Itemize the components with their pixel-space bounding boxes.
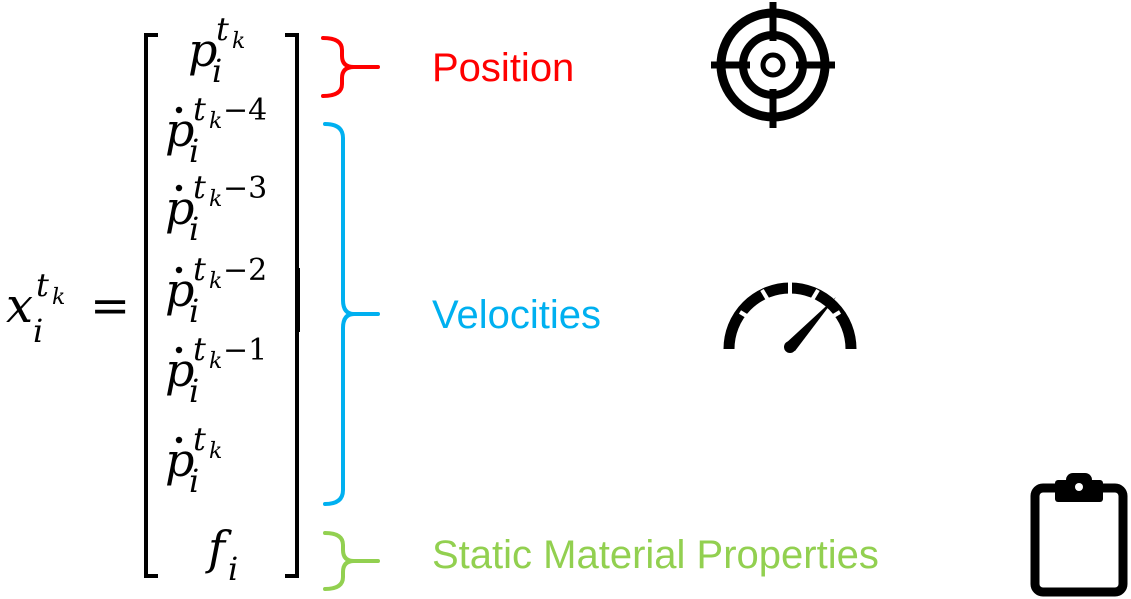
vector-row: pit k −1 — [165, 330, 267, 410]
vector-right-bracket — [285, 33, 299, 578]
vector-row-sup-sub: k — [209, 109, 222, 134]
lhs-base: x — [6, 278, 33, 334]
vector-row-sub: i — [189, 132, 199, 170]
vector-row-sub: i — [228, 550, 238, 588]
position-brace — [321, 36, 380, 98]
lhs-sup-sub: k — [52, 285, 65, 310]
time-derivative-dot — [175, 346, 183, 354]
target-icon — [711, 2, 835, 128]
vector-row-sup-base: t — [193, 168, 206, 206]
vector-row-sub: i — [212, 52, 222, 90]
vector-row-sup-suffix: −3 — [223, 171, 267, 206]
position-label: Position — [432, 46, 574, 90]
vector-row-sup-base: t — [193, 250, 206, 288]
vector-row: pit k −2 — [165, 250, 267, 330]
vector-row-base: p — [188, 23, 217, 77]
vector-row-sup-base: t — [193, 90, 206, 128]
vector-row: pit k −4 — [165, 90, 267, 170]
lhs-equals: = — [90, 278, 130, 334]
lhs-expression: x i t k = — [6, 266, 130, 350]
vector-row: pit k −3 — [165, 168, 267, 248]
vector-row-sub: i — [189, 292, 199, 330]
vector-row-sup-sub: k — [232, 29, 245, 54]
vector-row-sup-suffix: −1 — [223, 333, 267, 368]
vector-row-sub: i — [189, 210, 199, 248]
vector-row-sup-sub: k — [209, 187, 222, 212]
vector-row-sup-suffix: −2 — [223, 253, 267, 288]
speedometer-icon — [723, 282, 857, 353]
time-derivative-dot — [175, 184, 183, 192]
vector-row-sup-sub: k — [209, 439, 222, 464]
vector-row-sup-sub: k — [209, 269, 222, 294]
vector-row-sup-sub: k — [209, 349, 222, 374]
vector-row-sup-suffix: −4 — [223, 93, 267, 128]
static-properties-brace — [323, 531, 380, 591]
lhs-sub: i — [33, 312, 43, 350]
velocities-brace — [323, 122, 380, 506]
vector-row-sup-base: t — [216, 10, 229, 48]
vector-row: pit k — [188, 10, 245, 90]
time-derivative-dot — [175, 436, 183, 444]
vector-row-sub: i — [189, 372, 199, 410]
static-properties-label: Static Material Properties — [432, 533, 879, 577]
vector-row-sup-base: t — [193, 420, 206, 458]
lhs-sup-base: t — [36, 266, 49, 304]
clipboard-icon — [1030, 473, 1128, 597]
vector-row-sub: i — [189, 462, 199, 500]
vector-left-bracket — [144, 33, 158, 578]
time-derivative-dot — [175, 266, 183, 274]
vector-row: pit k — [165, 420, 222, 500]
time-derivative-dot — [175, 106, 183, 114]
vector-row-sup-base: t — [193, 330, 206, 368]
velocities-label: Velocities — [432, 293, 601, 337]
